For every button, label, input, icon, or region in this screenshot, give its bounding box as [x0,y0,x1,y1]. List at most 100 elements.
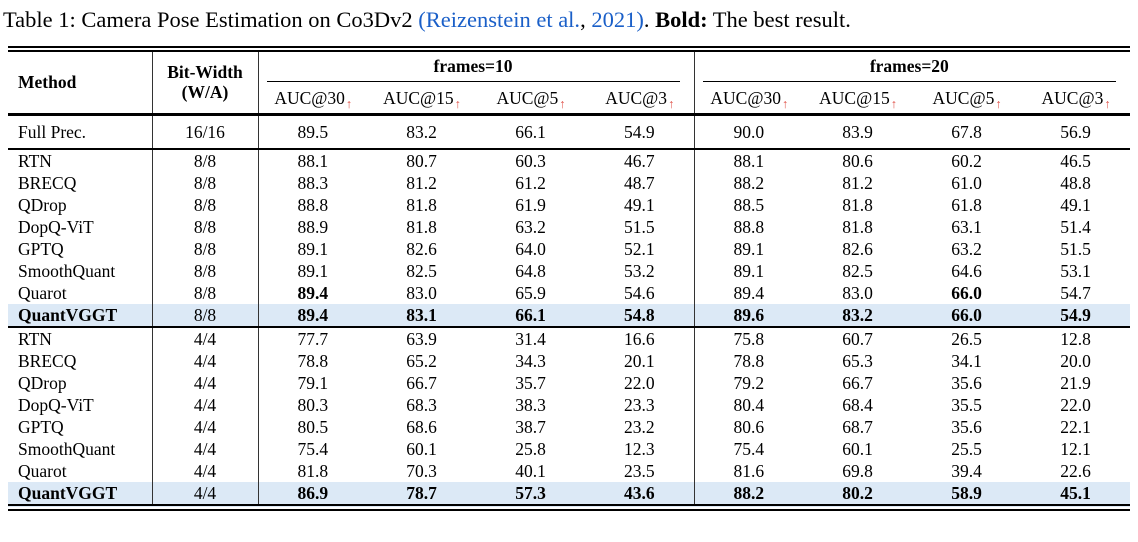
caption-text: Table 1: Camera Pose Estimation on Co3Dv… [3,7,419,32]
col-header-auc-15: AUC@15↑ [803,85,913,116]
cell-value: 88.8 [733,216,765,237]
cell-value: 56.9 [1060,121,1091,142]
cell-value: 81.8 [406,216,437,237]
cell-value: 22.1 [1060,416,1091,437]
col-header-auc-5: AUC@5↑ [912,85,1022,116]
bitwidth-line1: Bit-Width [167,62,243,83]
cell-method: RTN [8,326,153,350]
cell-value: 80.5 [297,416,329,437]
cell-method: Full Prec. [8,114,153,149]
header-row-metrics: AUC@30↑ AUC@15↑ AUC@5↑ AUC@3↑ AUC@30↑ AUC@15↑… [8,85,1131,116]
cell-value: 34.1 [951,350,982,371]
metric-name: AUC@5 [932,88,995,109]
cell-method: Quarot [8,281,153,304]
cell-value: 83.0 [406,282,437,303]
cell-value: 75.4 [733,438,765,459]
header-row-groups: Method Bit-Width (W/A) frames=10 frames=20 [8,49,1130,116]
table-row: RTN 4/4 77.7 63.9 31.4 16.6 75.8 60.7 26.5 12.8 [8,326,1130,350]
caption-text: The best result. [707,7,851,32]
cell-value: 54.7 [1060,282,1091,303]
cell-value: 86.9 [258,481,367,508]
cell-value: 48.8 [1060,172,1091,193]
cell-method: SmoothQuant [8,437,153,460]
cell-value: 89.4 [297,282,329,303]
cell-value: 80.7 [406,150,437,171]
up-arrow-icon: ↑ [454,97,461,112]
citation-link[interactable]: 2021) [591,7,644,32]
cell-method: GPTQ [8,237,153,260]
cell-value: 58.9 [912,481,1022,508]
cell-value: 57.3 [476,481,585,508]
cell-value: 88.9 [297,216,329,237]
cell-value: 63.2 [515,216,546,237]
cell-value: 39.4 [951,460,982,481]
caption-text: Bold: [655,7,708,32]
cell-value: 83.1 [367,303,476,327]
section-full-precision: Full Prec. 16/16 89.5 83.2 66.1 54.9 90.0 83.9 6… [8,114,1131,149]
cell-value: 68.3 [406,394,437,415]
cell-value: 54.9 [1021,303,1131,327]
cell-value: 66.7 [842,372,873,393]
cell-value: 25.5 [951,438,982,459]
cell-value: 22.0 [585,371,695,394]
table-row: SmoothQuant 8/8 89.1 82.5 64.8 53.2 89.1 82.5 64… [8,259,1130,282]
cell-bitwidth: 8/8 [152,281,259,304]
col-header-bitwidth: Bit-Width (W/A) [152,49,259,116]
cell-value: 68.6 [406,416,437,437]
cell-value: 81.8 [842,216,873,237]
up-arrow-icon: ↑ [781,97,789,112]
citation-link[interactable]: (Reizenstein et al. [418,7,581,32]
cell-value: 12.3 [585,437,695,460]
cell-value: 83.0 [842,282,873,303]
cell-value: 60.7 [842,328,873,349]
cell-value: 35.6 [951,416,982,437]
table-row: Full Prec. 16/16 89.5 83.2 66.1 54.9 90.0 83.9 6… [8,114,1130,149]
up-arrow-icon: ↑ [995,97,1002,112]
cell-value: 34.3 [515,350,546,371]
cell-value: 83.2 [406,121,437,142]
cell-value: 25.8 [515,438,546,459]
cell-value: 63.9 [406,328,437,349]
cell-value: 35.6 [951,372,982,393]
table-row: GPTQ 4/4 80.5 68.6 38.7 23.2 80.6 68.7 35.6 22.1 [8,415,1130,438]
cell-value: 65.9 [515,282,546,303]
cell-value: 51.5 [585,215,695,238]
cell-value: 83.9 [842,121,873,142]
col-group-frames-10: frames=10 [258,49,695,86]
cell-value: 53.2 [585,259,695,282]
table-row: Quarot 8/8 89.4 83.0 65.9 54.6 89.4 83.0 66.0 54.… [8,281,1130,304]
cell-value: 20.0 [1060,350,1091,371]
table-row: GPTQ 8/8 89.1 82.6 64.0 52.1 89.1 82.6 63.2 51.5 [8,237,1130,260]
cell-value: 23.3 [585,393,695,416]
cell-value: 67.8 [951,121,982,142]
cell-value: 60.1 [406,438,437,459]
cell-method: DopQ-ViT [8,215,153,238]
table-row: BRECQ 4/4 78.8 65.2 34.3 20.1 78.8 65.3 34.1 20.0 [8,349,1130,372]
cell-method: GPTQ [8,415,153,438]
cell-method: BRECQ [8,349,153,372]
cell-value: 88.1 [733,150,765,171]
cell-value: 54.9 [585,114,695,149]
cell-value: 48.7 [585,171,695,194]
cell-value: 88.1 [297,150,329,171]
cell-value: 20.1 [585,349,695,372]
cell-bitwidth: 4/4 [152,371,259,394]
cell-value: 89.4 [733,282,765,303]
cell-value: 81.6 [733,460,765,481]
cell-value: 51.5 [1060,238,1091,259]
cell-value: 64.8 [515,260,546,281]
up-arrow-icon: ↑ [345,97,353,112]
paper-page: Table 1: Camera Pose Estimation on Co3Dv… [3,7,1131,511]
cell-value: 89.4 [258,303,367,327]
cell-value: 60.1 [842,438,873,459]
cell-value: 90.0 [733,121,765,142]
cell-value: 65.3 [842,350,873,371]
cell-value: 81.8 [406,194,437,215]
cell-value: 49.1 [1060,194,1091,215]
up-arrow-icon: ↑ [890,97,897,112]
cell-value: 88.5 [733,194,765,215]
cell-value: 80.3 [297,394,329,415]
cell-value: 35.5 [951,394,982,415]
cell-value: 61.8 [951,194,982,215]
col-header-method: Method [8,49,153,116]
